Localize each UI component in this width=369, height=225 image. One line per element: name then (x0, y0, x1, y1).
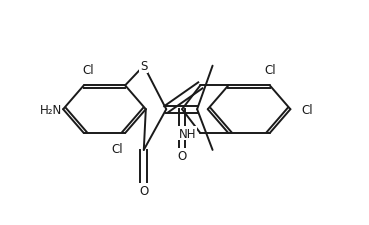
Text: O: O (177, 149, 187, 162)
Text: Cl: Cl (82, 64, 94, 77)
Text: Cl: Cl (264, 64, 276, 77)
Text: H₂N: H₂N (39, 103, 62, 116)
Text: NH: NH (179, 127, 196, 140)
Text: S: S (140, 60, 148, 73)
Text: Cl: Cl (111, 142, 123, 155)
Text: Cl: Cl (301, 103, 313, 116)
Text: O: O (139, 184, 148, 197)
